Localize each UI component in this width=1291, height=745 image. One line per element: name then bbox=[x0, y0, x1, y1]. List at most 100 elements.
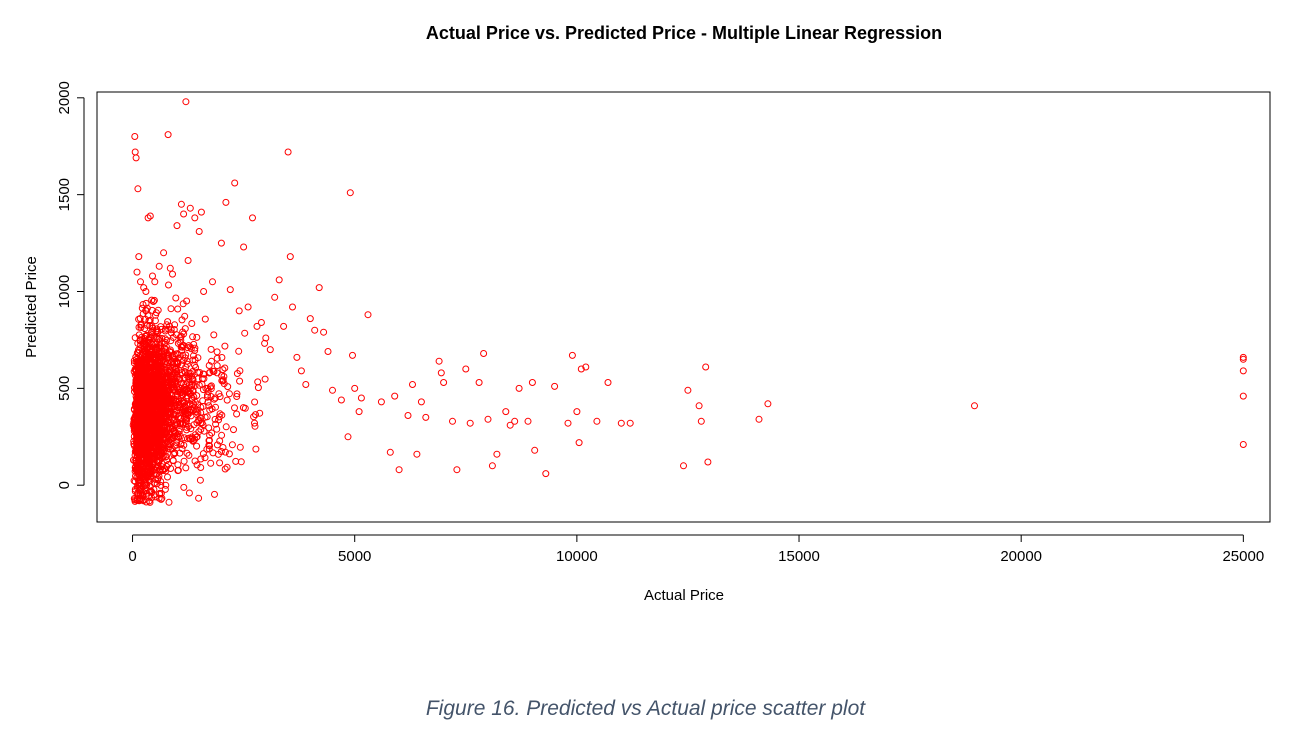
data-point bbox=[488, 462, 496, 470]
cluster-point bbox=[221, 465, 229, 473]
cluster-point bbox=[152, 439, 160, 447]
y-tick-label: 2000 bbox=[56, 81, 73, 114]
data-point bbox=[626, 419, 634, 427]
cluster-point bbox=[134, 366, 142, 374]
data-point bbox=[266, 346, 274, 354]
data-point bbox=[257, 319, 265, 326]
cluster-point bbox=[131, 497, 139, 505]
cluster-point bbox=[131, 478, 139, 485]
cluster-point bbox=[224, 383, 232, 391]
cluster-point bbox=[183, 426, 190, 434]
cluster-point bbox=[241, 404, 249, 412]
cluster-point bbox=[188, 320, 196, 327]
cluster-point bbox=[194, 375, 202, 383]
cluster-point bbox=[205, 369, 213, 377]
cluster-point bbox=[156, 406, 164, 414]
cluster-point bbox=[163, 430, 171, 437]
data-point bbox=[289, 303, 296, 311]
cluster-point bbox=[183, 423, 191, 431]
cluster-point bbox=[197, 464, 205, 471]
cluster-point bbox=[228, 441, 236, 449]
data-point bbox=[244, 303, 252, 311]
cluster-point bbox=[167, 348, 175, 356]
x-axis-label: Actual Price bbox=[644, 587, 724, 604]
cluster-point bbox=[161, 428, 169, 436]
cluster-point bbox=[166, 366, 174, 374]
cluster-point bbox=[213, 441, 221, 449]
cluster-point bbox=[171, 421, 179, 429]
cluster-point bbox=[153, 372, 160, 380]
data-point bbox=[417, 398, 425, 406]
cluster-point bbox=[172, 396, 180, 404]
cluster-point bbox=[156, 409, 164, 417]
cluster-point bbox=[162, 481, 170, 489]
data-point bbox=[149, 272, 156, 280]
cluster-point bbox=[206, 431, 214, 439]
cluster-point bbox=[219, 376, 227, 384]
x-tick-label: 15000 bbox=[778, 548, 820, 565]
cluster-point bbox=[156, 398, 164, 406]
cluster-point bbox=[153, 424, 161, 432]
cluster-point bbox=[174, 305, 182, 313]
cluster-point bbox=[208, 429, 216, 437]
cluster-point bbox=[179, 300, 187, 308]
data-point bbox=[484, 415, 492, 423]
data-point bbox=[480, 350, 488, 357]
data-point bbox=[1239, 355, 1247, 363]
cluster-point bbox=[138, 432, 146, 440]
cluster-point bbox=[147, 456, 155, 464]
cluster-point bbox=[221, 342, 229, 350]
data-point bbox=[593, 417, 601, 425]
cluster-point bbox=[218, 377, 226, 385]
cluster-point bbox=[142, 343, 150, 351]
cluster-point bbox=[161, 485, 169, 493]
data-point bbox=[132, 154, 140, 162]
cluster-point bbox=[146, 498, 154, 506]
data-point bbox=[364, 311, 372, 319]
data-point bbox=[1239, 367, 1247, 375]
cluster-point bbox=[140, 474, 148, 482]
cluster-point bbox=[149, 460, 157, 468]
cluster-point bbox=[204, 391, 211, 399]
cluster-point bbox=[192, 364, 200, 371]
data-point bbox=[280, 322, 288, 330]
data-point bbox=[297, 367, 305, 375]
cluster-point bbox=[139, 310, 147, 318]
cluster-point bbox=[250, 413, 258, 421]
cluster-point bbox=[194, 401, 202, 409]
chart-title: Actual Price vs. Predicted Price - Multi… bbox=[426, 23, 942, 43]
cluster-point bbox=[166, 408, 174, 416]
cluster-point bbox=[136, 384, 143, 392]
data-point bbox=[131, 133, 139, 140]
cluster-point bbox=[138, 491, 146, 499]
cluster-point bbox=[165, 498, 173, 506]
cluster-point bbox=[241, 329, 249, 337]
cluster-point bbox=[199, 386, 207, 394]
cluster-point bbox=[225, 390, 233, 398]
cluster-point bbox=[183, 449, 191, 457]
cluster-point bbox=[166, 436, 174, 443]
cluster-point bbox=[213, 362, 221, 370]
cluster-point bbox=[152, 466, 160, 474]
data-point bbox=[262, 334, 270, 342]
data-point bbox=[577, 365, 585, 373]
cluster-point bbox=[201, 315, 209, 323]
cluster-point bbox=[218, 431, 226, 439]
cluster-point bbox=[190, 352, 197, 360]
data-point bbox=[293, 353, 301, 361]
data-point bbox=[249, 214, 256, 222]
cluster-point bbox=[159, 467, 167, 474]
cluster-point bbox=[190, 340, 198, 348]
cluster-point bbox=[146, 443, 154, 451]
cluster-point bbox=[166, 379, 174, 387]
cluster-point bbox=[252, 445, 260, 453]
cluster-point bbox=[215, 390, 223, 398]
cluster-point bbox=[189, 387, 197, 395]
cluster-point bbox=[180, 483, 188, 491]
cluster-point bbox=[154, 353, 162, 361]
cluster-point bbox=[132, 456, 140, 464]
cluster-point bbox=[210, 368, 218, 375]
cluster-point bbox=[197, 409, 205, 417]
data-point bbox=[395, 466, 403, 474]
y-tick-label: 1500 bbox=[56, 178, 73, 211]
